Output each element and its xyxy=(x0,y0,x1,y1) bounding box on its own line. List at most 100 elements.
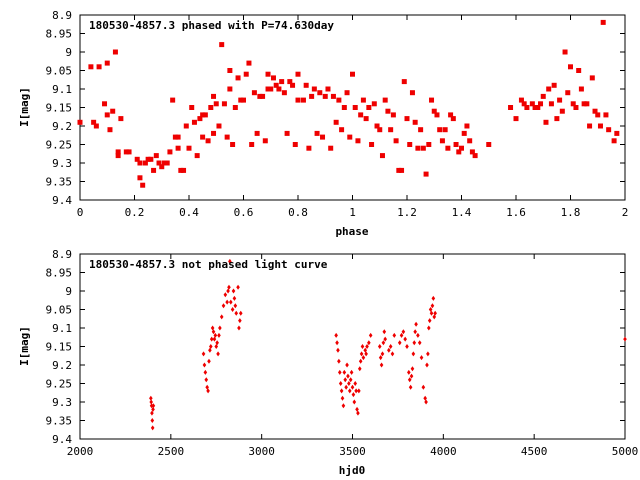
phased-data-point xyxy=(333,119,339,125)
phased-data-point xyxy=(104,60,110,66)
phased-data-point xyxy=(134,156,140,162)
phased-data-point xyxy=(227,68,233,73)
unphased-data-point xyxy=(219,314,224,320)
unphased-data-point xyxy=(150,410,154,416)
unphased-data-point xyxy=(151,403,156,409)
phased-data-point xyxy=(265,86,271,92)
unphased-data-point xyxy=(209,336,214,342)
phased-data-point xyxy=(355,138,361,144)
phased-data-point xyxy=(300,97,306,103)
phased-data-point xyxy=(551,82,557,88)
unphased-data-point xyxy=(401,329,406,335)
phased-data-point xyxy=(178,167,184,173)
phased-y-tick-label: 9.05 xyxy=(46,65,73,78)
unphased-data-points xyxy=(149,258,627,431)
phased-data-point xyxy=(540,93,546,99)
unphased-x-tick-label: 3000 xyxy=(248,445,275,458)
unphased-data-point xyxy=(347,388,352,394)
phased-data-point xyxy=(330,93,336,99)
phased-data-point xyxy=(322,93,328,99)
unphased-data-point xyxy=(338,381,343,386)
unphased-data-point xyxy=(204,377,209,383)
phased-data-point xyxy=(292,142,298,147)
phased-data-point xyxy=(611,138,617,144)
phased-x-ticks: 0 0.2 0.4 0.6 0.8 1 1.2 1.4 1.6 1.8 2 xyxy=(77,15,628,219)
phased-plot-frame xyxy=(79,14,626,201)
unphased-data-point xyxy=(365,344,369,349)
phased-data-point xyxy=(336,97,342,103)
phased-data-point xyxy=(211,130,217,136)
phased-data-point xyxy=(107,127,113,133)
phased-data-point xyxy=(401,79,407,85)
unphased-data-point xyxy=(360,344,365,349)
unphased-data-point xyxy=(344,384,348,390)
phased-data-point xyxy=(437,127,443,133)
phased-data-point xyxy=(456,149,462,155)
unphased-data-point xyxy=(408,384,413,390)
phased-data-point xyxy=(243,71,249,77)
unphased-x-tick-label: 2000 xyxy=(67,445,94,458)
phased-data-point xyxy=(205,138,211,144)
unphased-y-tick-label: 9.1 xyxy=(52,322,72,335)
phased-data-point xyxy=(467,138,473,144)
phased-data-point xyxy=(284,130,290,136)
phased-y-ticks: 8.9 8.95 9 9.05 9.1 9.15 9.2 9.25 9.3 9.35 9.4 xyxy=(46,9,625,207)
unphased-data-point xyxy=(356,410,360,416)
unphased-y-tick-label: 9.2 xyxy=(52,359,72,372)
unphased-data-point xyxy=(410,366,415,372)
phased-data-point xyxy=(96,64,102,70)
phased-data-point xyxy=(211,93,217,99)
phased-data-point xyxy=(344,90,350,96)
phased-x-tick-label: 0 xyxy=(77,206,84,219)
phased-data-point xyxy=(153,153,159,159)
unphased-data-point xyxy=(392,332,397,338)
phased-data-point xyxy=(548,101,554,107)
phased-data-point xyxy=(260,93,266,99)
phased-y-tick-label: 8.95 xyxy=(46,28,73,41)
phased-data-point xyxy=(595,112,601,118)
unphased-y-tick-label: 8.9 xyxy=(52,248,72,261)
phased-data-point xyxy=(371,101,377,107)
phased-x-tick-label: 1 xyxy=(349,206,356,219)
unphased-data-point xyxy=(230,307,235,312)
unphased-data-point xyxy=(357,366,362,372)
phased-data-point xyxy=(328,145,334,151)
phased-y-tick-label: 9.15 xyxy=(46,102,73,115)
unphased-data-point xyxy=(218,325,222,331)
phased-data-point xyxy=(175,134,181,140)
phased-data-point xyxy=(290,82,296,88)
phased-data-point xyxy=(568,64,573,70)
phased-data-point xyxy=(183,123,189,129)
phased-data-point xyxy=(115,149,121,155)
phased-data-point xyxy=(453,142,459,147)
unphased-x-tick-label: 4500 xyxy=(521,445,548,458)
unphased-data-point xyxy=(149,395,153,401)
unphased-data-point xyxy=(227,284,231,290)
phased-data-point xyxy=(317,90,323,96)
phased-data-point xyxy=(600,19,606,25)
unphased-x-tick-label: 4000 xyxy=(430,445,457,458)
phased-data-point xyxy=(399,167,405,173)
phased-data-point xyxy=(238,97,244,103)
unphased-data-point xyxy=(361,355,366,361)
phased-data-point xyxy=(268,86,274,92)
phased-data-point xyxy=(374,123,380,129)
phased-y-tick-label: 9.3 xyxy=(52,157,72,170)
phased-data-point xyxy=(251,90,257,96)
phased-x-axis-label: phase xyxy=(335,225,368,238)
unphased-data-point xyxy=(206,388,210,394)
unphased-data-point xyxy=(337,369,342,375)
phased-data-point xyxy=(360,97,366,103)
unphased-data-point xyxy=(238,310,243,316)
phased-data-point xyxy=(151,167,157,173)
unphased-data-point xyxy=(379,362,384,368)
phased-data-point xyxy=(448,112,454,118)
phased-y-tick-label: 8.9 xyxy=(52,9,72,22)
phased-data-point xyxy=(570,101,576,107)
phased-data-point xyxy=(350,71,355,77)
phased-x-tick-label: 0.2 xyxy=(125,206,145,219)
phased-data-point xyxy=(352,105,358,110)
unphased-data-point xyxy=(429,310,434,316)
phased-data-point xyxy=(148,156,154,162)
phased-x-tick-label: 0.6 xyxy=(234,206,254,219)
